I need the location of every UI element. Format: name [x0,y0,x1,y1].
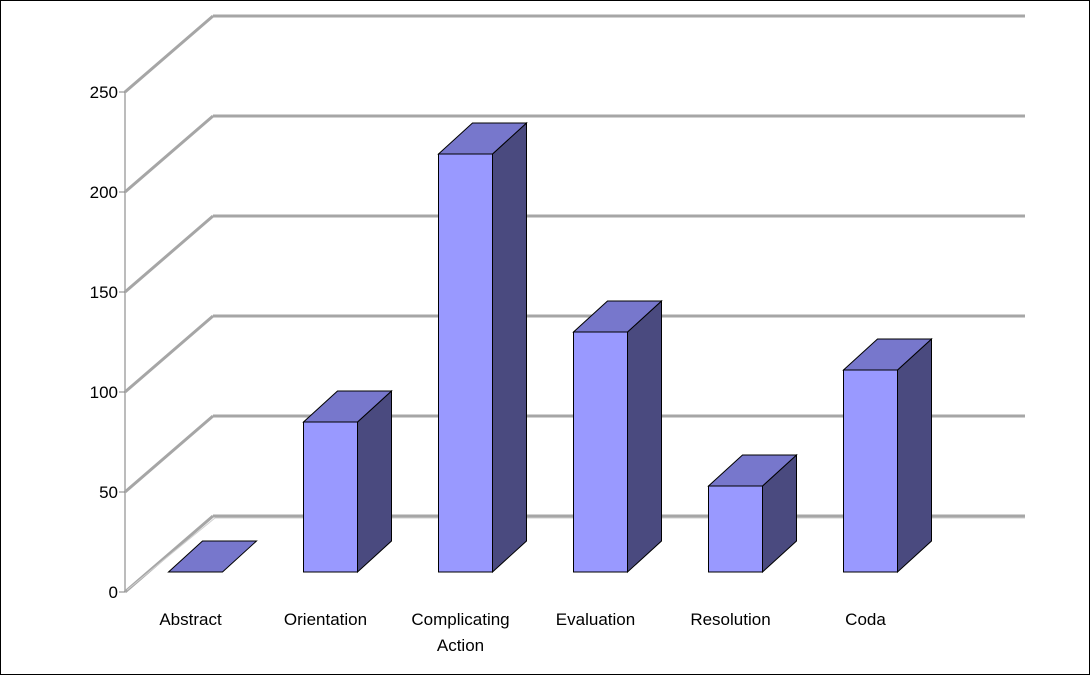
x-category-label: Coda [845,610,886,629]
bar [573,331,628,573]
gridline-diagonal [124,114,214,194]
bar-top [572,300,663,333]
bar-top [842,338,933,371]
y-tick-label: 200 [90,183,118,202]
gridline-diagonal [124,314,214,394]
x-category-label: Resolution [690,610,770,629]
bar-top [707,454,798,487]
x-category-label: Abstract [159,610,222,629]
bar-top [302,390,393,423]
bar [303,421,358,573]
gridline-diagonal [124,214,214,294]
y-tick-label: 100 [90,383,118,402]
bar [438,153,493,573]
bar [708,485,763,573]
bar-top [437,122,528,155]
bar-top [167,540,258,573]
x-category-label: Complicating Action [411,610,509,655]
y-tick-label: 0 [109,583,118,602]
bar-side [492,121,527,574]
x-category-label: Orientation [284,610,367,629]
bar [843,369,898,573]
bar-side [897,337,932,574]
floor-edge [126,517,216,591]
gridline-diagonal [124,414,214,494]
y-tick-label: 250 [90,83,118,102]
x-category-label: Evaluation [556,610,635,629]
bar-side [627,299,662,574]
y-tick-label: 50 [99,483,118,502]
bar-side [357,389,392,574]
gridline-diagonal [124,14,214,94]
y-tick-label: 150 [90,283,118,302]
